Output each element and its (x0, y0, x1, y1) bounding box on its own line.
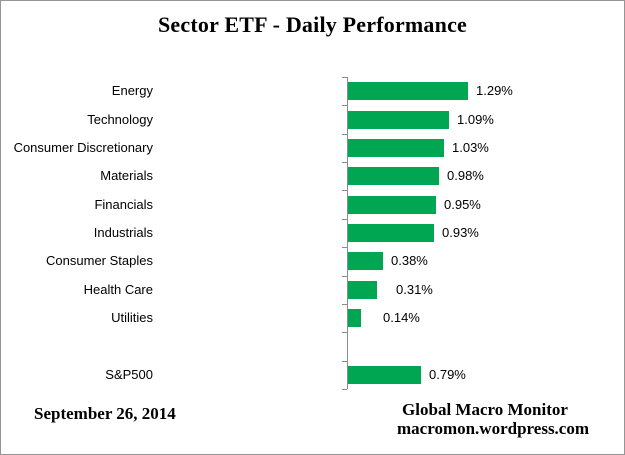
axis-tick (342, 361, 347, 362)
axis-tick (342, 134, 347, 135)
axis-tick (342, 304, 347, 305)
value-label: 0.14% (383, 310, 420, 325)
axis-tick (342, 162, 347, 163)
value-label: 1.03% (452, 140, 489, 155)
category-label: S&P500 (105, 367, 153, 382)
axis-tick (342, 389, 347, 390)
value-label: 1.29% (476, 83, 513, 98)
category-label: Health Care (83, 282, 153, 297)
footer-source: Global Macro Monitor macromon.wordpress.… (397, 400, 590, 438)
category-label: Consumer Discretionary (13, 140, 153, 155)
value-label: 0.95% (444, 197, 481, 212)
footer-date: September 26, 2014 (34, 404, 176, 423)
value-label: 0.93% (442, 225, 479, 240)
bar (348, 167, 439, 185)
category-axis-line (347, 77, 348, 389)
category-label: Consumer Staples (46, 253, 153, 268)
axis-tick (342, 77, 347, 78)
axis-tick (342, 247, 347, 248)
axis-tick (342, 105, 347, 106)
axis-tick (342, 190, 347, 191)
category-label: Materials (100, 168, 153, 183)
category-label: Financials (94, 197, 153, 212)
category-label: Technology (87, 112, 153, 127)
value-label: 0.38% (391, 253, 428, 268)
bar (348, 309, 361, 327)
bar (348, 224, 434, 242)
bar (348, 111, 449, 129)
bar (348, 196, 436, 214)
footer-source-line2: macromon.wordpress.com (397, 419, 590, 438)
category-label: Utilities (111, 310, 153, 325)
axis-tick (342, 332, 347, 333)
value-label: 0.31% (396, 282, 433, 297)
axis-tick (342, 219, 347, 220)
bar (348, 82, 468, 100)
bar (348, 281, 377, 299)
category-label: Energy (111, 83, 153, 98)
footer-source-line1: Global Macro Monitor (402, 400, 568, 419)
chart-title: Sector ETF - Daily Performance (157, 12, 467, 37)
category-label: Industrials (93, 225, 153, 240)
bar (348, 366, 421, 384)
axis-tick (342, 276, 347, 277)
bar (348, 252, 383, 270)
bar (348, 139, 444, 157)
value-label: 0.79% (429, 367, 466, 382)
value-label: 0.98% (447, 168, 484, 183)
value-label: 1.09% (457, 112, 494, 127)
